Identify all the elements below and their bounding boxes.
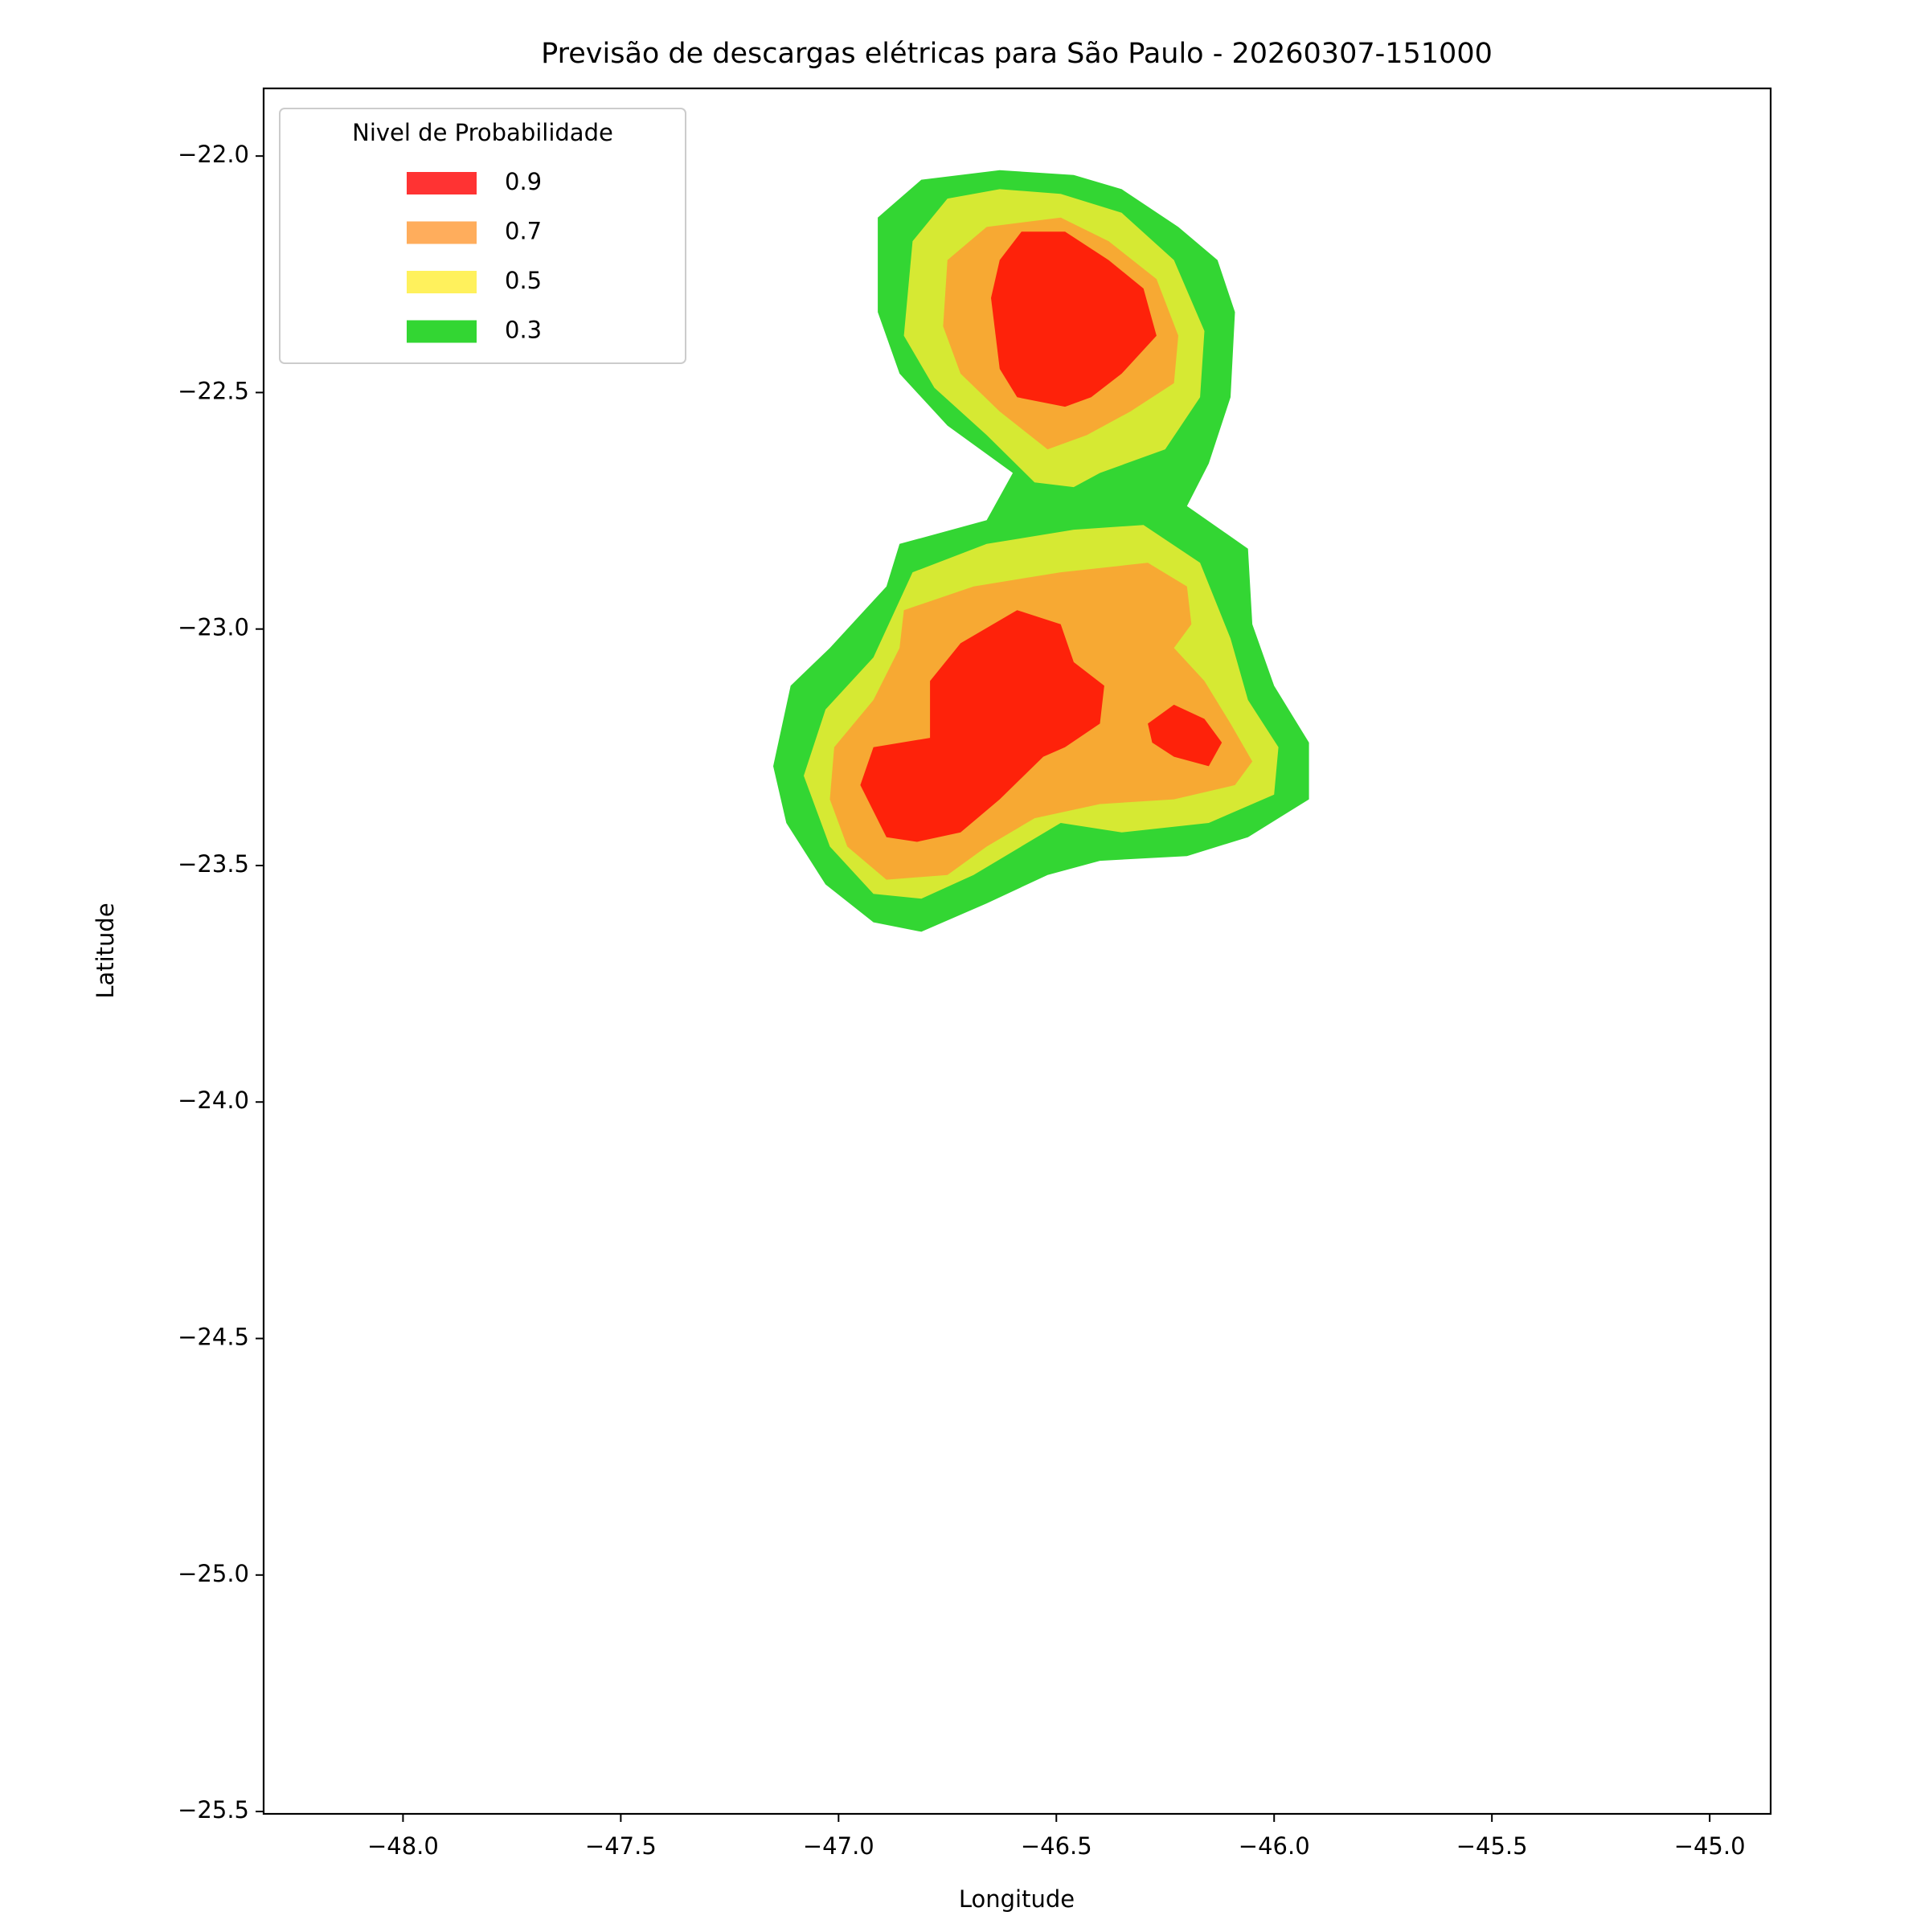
x-axis-label: Longitude <box>959 1885 1075 1913</box>
contour-region <box>860 610 1104 842</box>
y-tick-label: −22.5 <box>178 377 249 404</box>
y-tick-label: −23.5 <box>178 850 249 878</box>
legend-label: 0.3 <box>505 317 542 344</box>
plot-frame <box>262 87 1772 1815</box>
legend-swatch <box>407 320 477 343</box>
contour-region <box>1148 704 1223 767</box>
legend-swatch <box>407 221 477 244</box>
x-tick-label: −45.5 <box>1456 1832 1528 1860</box>
legend-swatch <box>407 271 477 293</box>
y-tick-label: −22.0 <box>178 141 249 168</box>
y-axis-label: Latitude <box>92 903 119 998</box>
x-tick-label: −45.0 <box>1674 1832 1746 1860</box>
y-tick-label: −25.5 <box>178 1796 249 1824</box>
x-tick-label: −47.5 <box>585 1832 657 1860</box>
contour-regions <box>773 170 1309 932</box>
x-tick-label: −47.0 <box>803 1832 874 1860</box>
legend-label: 0.9 <box>505 168 542 195</box>
legend-box <box>279 108 686 364</box>
legend-title: Nivel de Probabilidade <box>352 119 613 146</box>
y-tick-label: −24.5 <box>178 1324 249 1351</box>
y-tick-label: −23.0 <box>178 614 249 641</box>
legend-swatch <box>407 172 477 194</box>
legend-label: 0.7 <box>505 218 542 245</box>
axes: −48.0 −47.5 −47.0 −46.5 −46.0 −45.5 −45.0 −22.0… <box>178 141 1745 1860</box>
legend-label: 0.5 <box>505 267 542 294</box>
y-tick-label: −25.0 <box>178 1560 249 1587</box>
contour-region <box>991 231 1157 407</box>
chart-title: Previsão de descargas elétricas para São… <box>541 38 1493 70</box>
x-tick-label: −46.0 <box>1239 1832 1310 1860</box>
x-tick-label: −46.5 <box>1021 1832 1092 1860</box>
x-tick-label: −48.0 <box>367 1832 439 1860</box>
legend: Nivel de Probabilidade 0.9 0.7 0.5 0.3 <box>279 108 686 364</box>
y-tick-label: −24.0 <box>178 1087 249 1114</box>
